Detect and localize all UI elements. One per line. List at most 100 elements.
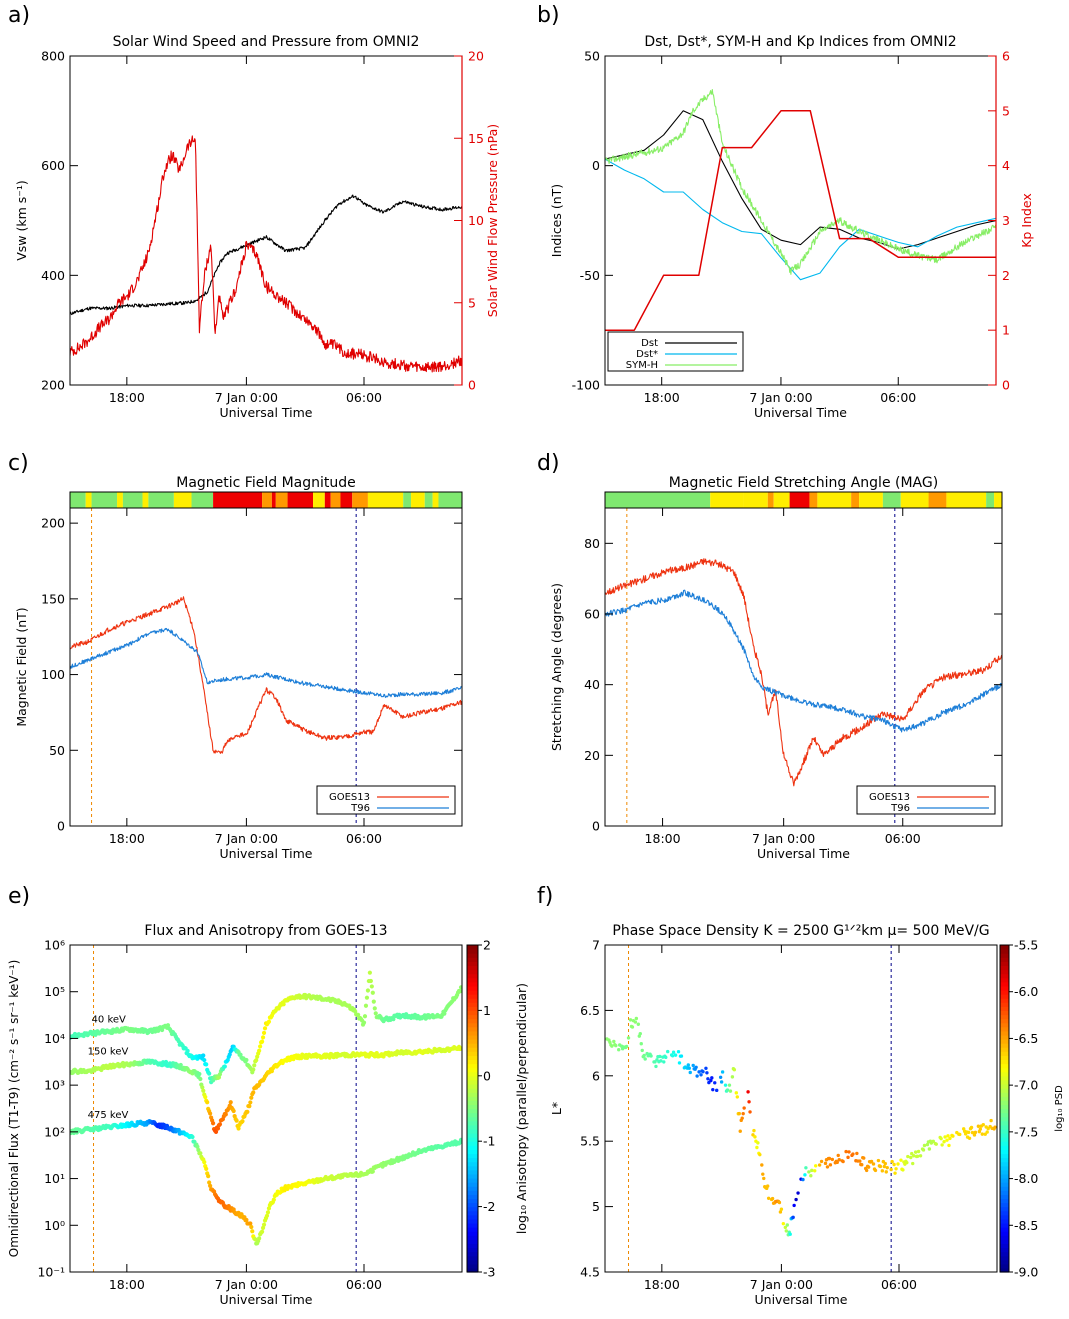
data-point [720,1070,725,1074]
data-point [788,1232,792,1236]
colorbar-cell [1000,945,1009,950]
panel-f: f) Phase Space Density K = 2500 G¹ᐟ²km μ=… [537,884,1065,1307]
data-point [185,1048,190,1054]
data-point [864,1168,869,1173]
x-tick-label: 06:00 [881,1277,917,1292]
colorbar-cell [1000,1006,1009,1011]
legend-label: Dst [641,338,658,349]
data-point [658,1054,662,1059]
y-tick-label: 40 [584,677,600,692]
data-point [837,1158,841,1162]
data-point [178,1062,183,1068]
y-axis: 10⁻¹ 10⁰ 10¹ 10² 10³ 10⁴ 10⁵ 10⁶ Omnidirectional… [7,938,78,1280]
colorbar-cell [1000,1133,1009,1138]
activity-segment [946,492,987,508]
data-point [201,1053,206,1058]
chart-title: Flux and Anisotropy from GOES-13 [144,923,387,939]
data-point [883,1161,887,1166]
colorbar-cell [1000,1157,1009,1163]
data-point [719,1080,724,1084]
colorbar-cell [467,969,478,975]
data-point [911,1161,915,1166]
x-axis: 18:00 7 Jan 0:00 06:00 Universal Time [109,56,382,420]
y2-tick-label: 5 [468,295,476,310]
colorbar-cell [1000,1141,1009,1146]
data-point [866,1165,871,1169]
series-line [605,558,1002,787]
data-point [628,1018,633,1022]
activity-segment [994,492,1002,508]
activity-segment [191,492,214,508]
series-line [605,158,996,281]
colorbar-tick-label: -1 [483,1134,495,1149]
data-point [259,1039,265,1044]
y-tick-label: 80 [584,536,600,551]
colorbar-cell [1000,1222,1009,1228]
colorbar-cell [1000,1247,1009,1253]
data-point [715,1088,719,1093]
data-point [673,1053,678,1057]
data-point [710,1076,714,1080]
data-point [608,1040,612,1044]
data-point [779,1207,784,1211]
data-point [946,1134,950,1138]
data-point [630,1025,635,1029]
y-tick-label: 7 [592,938,600,953]
legend-label: T96 [350,803,370,814]
activity-segment [928,492,947,508]
data-point [240,1119,245,1124]
activity-segment [287,492,314,508]
x-axis: 18:00 7 Jan 0:00 06:00 Universal Time [644,56,916,420]
data-point [756,1141,760,1145]
data-point [677,1061,682,1065]
y-tick-label: 10⁻¹ [37,1265,65,1280]
data-point [207,1180,212,1185]
data-point [249,1095,254,1100]
colorbar-tick-label: -5.5 [1014,938,1038,953]
colorbar-cell [467,1010,478,1016]
data-point [878,1164,883,1169]
data-point [662,1060,666,1064]
y-tick-label: 6.5 [580,1003,600,1018]
data-point [260,1035,266,1040]
data-point [361,1020,367,1025]
colorbar-cell [1000,1186,1009,1191]
data-point [676,1049,681,1054]
activity-segment [173,492,192,508]
data-point [752,1128,756,1133]
colorbar-tick-label: 2 [483,938,491,953]
data-point [785,1223,789,1227]
y2-tick-label: 1 [1002,323,1010,338]
x-axis-label: Universal Time [220,405,313,420]
colorbar-cell [467,1030,478,1036]
data-point [197,1071,202,1077]
y2-tick-label: 10 [468,213,484,228]
data-point [809,1174,813,1178]
data-point [762,1176,766,1181]
colorbar-cell [467,1218,478,1224]
y2-tick-label: 0 [468,378,476,393]
colorbar-cell [1000,1161,1009,1167]
colorbar-cell [467,1124,478,1130]
data-point [626,1036,631,1040]
colorbar-cell [1000,1218,1009,1224]
activity-bar [69,491,463,509]
activity-segment [367,492,404,508]
activity-segment [117,492,123,508]
x-tick-label: 18:00 [644,390,680,405]
colorbar-cell [467,977,478,983]
colorbar-tick-label: -7.5 [1014,1124,1038,1139]
data-point [210,1121,216,1126]
y-axis: -100 -50 0 50 Indices (nT) [549,49,613,393]
data-point [876,1158,881,1163]
data-point [825,1165,830,1169]
data-point [217,1122,223,1127]
colorbar-cell [467,985,478,991]
legend-label: GOES13 [869,792,910,803]
colorbar-cell [1000,998,1009,1003]
data-point [813,1169,817,1173]
colorbar-cell [467,1231,478,1236]
data-point [666,1049,670,1054]
colorbar-cell [467,1034,478,1040]
